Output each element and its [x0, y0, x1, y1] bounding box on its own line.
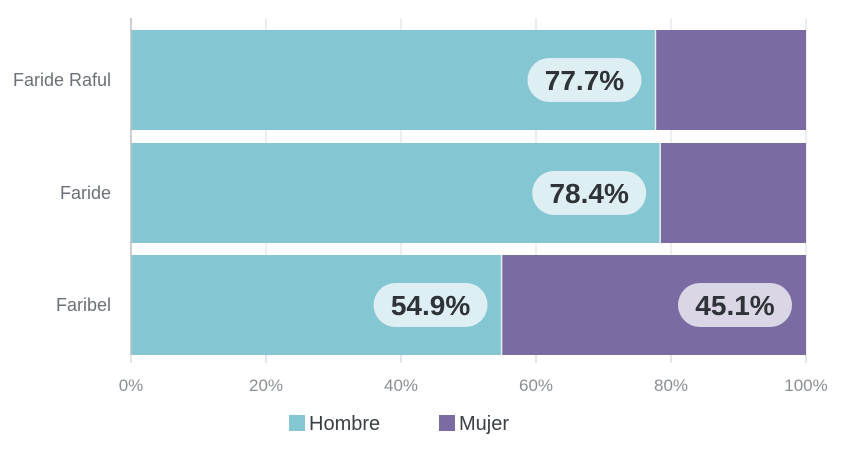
category-label: Faride	[60, 183, 111, 203]
x-tick-label: 0%	[119, 376, 144, 395]
data-label-badge	[678, 283, 792, 327]
legend-swatch-hombre	[289, 415, 305, 431]
data-label-badge	[532, 171, 647, 215]
legend-swatch-mujer	[439, 415, 455, 431]
data-label-hombre: 77.7%	[545, 65, 624, 96]
legend-label-hombre[interactable]: Hombre	[309, 413, 380, 435]
data-label-hombre: 54.9%	[391, 290, 470, 321]
data-label-badge	[527, 58, 642, 102]
x-tick-label: 80%	[654, 376, 688, 395]
data-label-hombre: 78.4%	[549, 178, 628, 209]
x-tick-label: 20%	[249, 376, 283, 395]
bar-mujer-0[interactable]	[655, 30, 806, 130]
bar-mujer-1[interactable]	[660, 143, 806, 243]
x-tick-label: 100%	[784, 376, 827, 395]
x-tick-label: 60%	[519, 376, 553, 395]
x-tick-label: 40%	[384, 376, 418, 395]
data-label-badge	[373, 283, 488, 327]
category-label: Faribel	[56, 295, 111, 315]
legend-label-mujer[interactable]: Mujer	[459, 413, 509, 435]
data-label-mujer: 45.1%	[695, 290, 774, 321]
category-label: Faride Raful	[13, 70, 111, 90]
